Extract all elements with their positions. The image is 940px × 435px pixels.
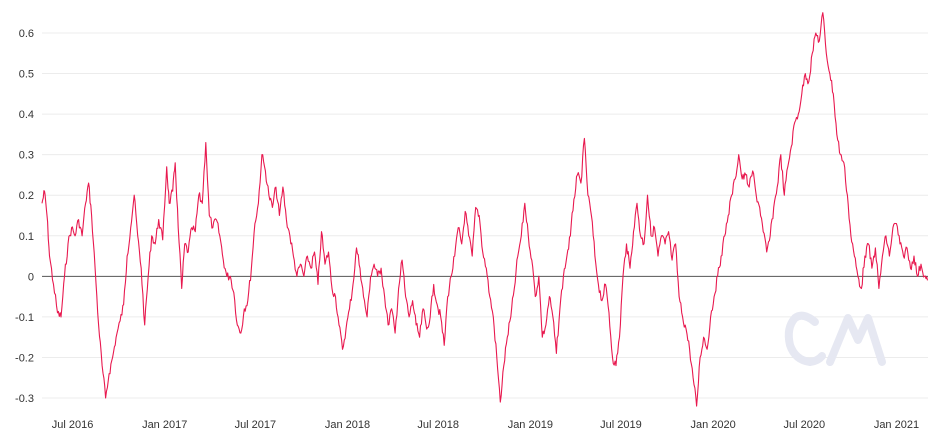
y-tick-label: 0.4 [19, 109, 34, 121]
x-axis-ticks: Jul 2016 Jan 2017 Jul 2017 Jan 2018 Jul 2018… [52, 419, 919, 431]
x-tick-label: Jan 2019 [508, 419, 553, 431]
x-tick-label: Jan 2021 [874, 419, 919, 431]
series-line-0 [41, 12, 929, 407]
series-group [41, 12, 929, 407]
grid-lines [42, 32, 928, 399]
y-tick-label: -0.3 [15, 393, 34, 405]
x-tick-label: Jul 2016 [52, 419, 94, 431]
y-axis-ticks: -0.3 -0.2 -0.1 0 0.1 0.2 0.3 0.4 0.5 0.6 [15, 28, 34, 405]
y-tick-label: 0.1 [19, 231, 34, 243]
y-tick-label: 0.5 [19, 69, 34, 81]
y-tick-label: 0.3 [19, 150, 34, 162]
x-tick-label: Jul 2020 [783, 419, 825, 431]
x-tick-label: Jan 2017 [142, 419, 187, 431]
y-tick-label: 0 [28, 271, 34, 283]
cm-watermark-logo: CM [784, 311, 886, 366]
watermark-letter-c [784, 311, 826, 366]
watermark-letter-m [826, 314, 886, 366]
x-tick-label: Jul 2018 [417, 419, 459, 431]
x-tick-label: Jan 2020 [691, 419, 736, 431]
x-tick-label: Jul 2017 [235, 419, 277, 431]
x-tick-label: Jul 2019 [600, 419, 642, 431]
y-tick-label: 0.6 [19, 28, 34, 40]
y-tick-label: 0.2 [19, 190, 34, 202]
x-tick-label: Jan 2018 [325, 419, 370, 431]
y-tick-label: -0.1 [15, 312, 34, 324]
y-tick-label: -0.2 [15, 352, 34, 364]
